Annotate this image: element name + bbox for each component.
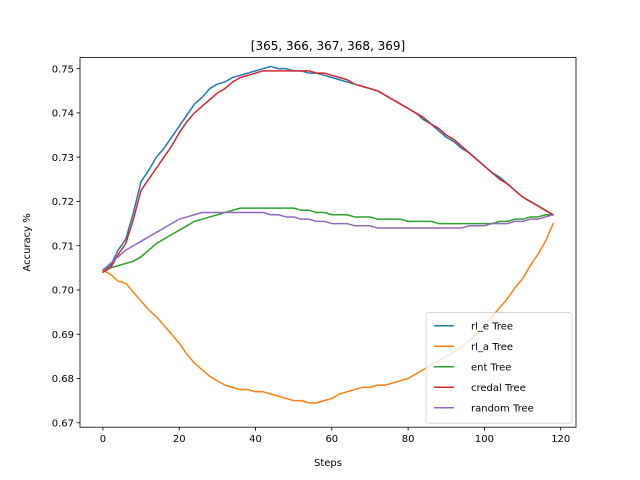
x-axis-label: Steps	[314, 458, 342, 469]
x-tick-label-0: 0	[100, 434, 106, 445]
y-tick-label-6: 0.73	[52, 153, 74, 164]
x-tick-label-3: 60	[325, 434, 338, 445]
series-line-2	[101, 207, 554, 271]
y-tick-label-3: 0.70	[52, 286, 74, 297]
y-tick-label-8: 0.75	[52, 64, 74, 75]
legend-label-1: rl_a Tree	[471, 342, 513, 353]
series-line-4	[101, 211, 555, 272]
x-tick-label-2: 40	[249, 434, 262, 445]
legend-label-3: credal Tree	[471, 383, 526, 394]
plot-frame	[79, 57, 577, 428]
chart-title: [365, 366, 367, 368, 369]	[251, 39, 405, 53]
y-axis: 0.67 0.68 0.69 0.70 0.71 0.72 0.73 0.74 0.75	[52, 64, 80, 429]
y-tick-label-0: 0.67	[52, 418, 74, 429]
legend-label-0: rl_e Tree	[471, 322, 513, 333]
legend-label-2: ent Tree	[471, 363, 511, 374]
y-axis-label: Accuracy %	[22, 213, 33, 271]
x-tick-label-1: 20	[173, 434, 186, 445]
y-tick-label-7: 0.74	[52, 109, 74, 120]
x-tick-label-6: 120	[551, 434, 570, 445]
y-tick-label-5: 0.72	[52, 197, 74, 208]
legend-box	[425, 312, 573, 424]
y-tick-label-1: 0.68	[52, 374, 74, 385]
series-layer	[101, 65, 555, 404]
y-tick-label-2: 0.69	[52, 330, 74, 341]
x-axis: 0 20 40 60 80 100 120	[100, 427, 570, 445]
legend: rl_e Tree rl_a Tree ent Tree credal Tree ran…	[425, 312, 573, 424]
y-tick-label-4: 0.71	[52, 241, 74, 252]
series-line-3	[101, 70, 555, 274]
x-tick-label-4: 80	[402, 434, 415, 445]
legend-label-4: random Tree	[471, 404, 534, 415]
x-tick-label-5: 100	[475, 434, 494, 445]
